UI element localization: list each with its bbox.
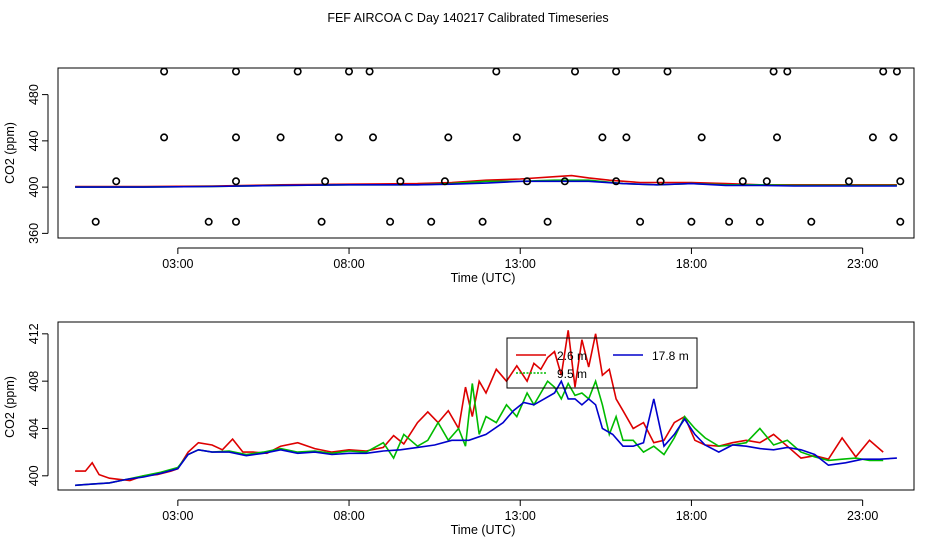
top-x-tick-label: 03:00	[162, 257, 193, 271]
top-scatter-point	[896, 217, 905, 226]
top-y-tick-label: 400	[27, 177, 41, 198]
top-scatter-point	[112, 177, 121, 186]
top-scatter-point	[663, 67, 672, 76]
bottom-plot-frame	[57, 321, 915, 491]
top-scatter-point	[321, 177, 330, 186]
top-data-marks	[75, 67, 905, 226]
top-scatter-point	[523, 177, 532, 186]
top-scatter-point	[478, 217, 487, 226]
top-x-tick-label: 18:00	[676, 257, 707, 271]
top-scatter-point	[334, 133, 343, 142]
top-scatter-point	[868, 133, 877, 142]
top-scatter-point	[427, 217, 436, 226]
top-scatter-point	[612, 177, 621, 186]
top-x-tick-label: 13:00	[505, 257, 536, 271]
top-scatter-point	[386, 217, 395, 226]
top-y-tick-label: 480	[27, 84, 41, 105]
top-series-line-17-8m	[75, 180, 897, 188]
top-scatter-point	[344, 67, 353, 76]
top-scatter-point	[807, 217, 816, 226]
top-scatter-point	[879, 67, 888, 76]
figure-title: FEF AIRCOA C Day 140217 Calibrated Times…	[327, 11, 608, 25]
top-scatter-point	[160, 133, 169, 142]
top-scatter-point	[892, 67, 901, 76]
top-scatter-point	[725, 217, 734, 226]
top-scatter-point	[396, 177, 405, 186]
top-scatter-point	[772, 133, 781, 142]
top-plot-frame	[57, 67, 915, 239]
top-chart: 03:00 08:00 13:00 18:00 23:00 360 400 440 480 Ti…	[3, 67, 915, 285]
top-y-axis-label: CO2 (ppm)	[3, 122, 17, 184]
bottom-axes: 03:00 08:00 13:00 18:00 23:00 400 404 408 412	[27, 323, 878, 523]
top-scatter-point	[636, 217, 645, 226]
bottom-x-tick-label: 08:00	[333, 509, 364, 523]
bottom-data-marks	[75, 330, 897, 487]
top-scatter-point	[896, 177, 905, 186]
top-scatter-point	[769, 67, 778, 76]
top-scatter-point	[232, 177, 241, 186]
top-scatter-point	[512, 133, 521, 142]
top-scatter-point	[232, 217, 241, 226]
bottom-series-line-9-5m	[75, 378, 884, 487]
bottom-x-tick-label: 03:00	[162, 509, 193, 523]
top-scatter-point	[783, 67, 792, 76]
top-scatter-point	[755, 217, 764, 226]
bottom-series-line-17-8m	[75, 379, 897, 487]
top-axes: 03:00 08:00 13:00 18:00 23:00 360 400 440 480	[27, 84, 878, 271]
top-scatter-point	[276, 133, 285, 142]
top-scatter-point	[232, 67, 241, 76]
bottom-chart: 03:00 08:00 13:00 18:00 23:00 400 404 408 412 Ti…	[3, 321, 915, 537]
top-scatter-point	[492, 67, 501, 76]
top-scatter-point	[160, 67, 169, 76]
top-scatter-point	[365, 67, 374, 76]
top-scatter-point	[622, 133, 631, 142]
bottom-x-tick-label: 13:00	[505, 509, 536, 523]
bottom-y-tick-label: 408	[27, 371, 41, 392]
legend-label-17-8m: 17.8 m	[652, 349, 689, 363]
top-scatter-point	[612, 67, 621, 76]
top-scatter-point	[317, 217, 326, 226]
top-scatter-point	[232, 133, 241, 142]
top-y-tick-label: 440	[27, 130, 41, 151]
bottom-y-tick-label: 412	[27, 323, 41, 344]
top-scatter-point	[570, 67, 579, 76]
legend-box	[506, 337, 698, 389]
top-y-tick-label: 360	[27, 223, 41, 244]
top-scatter-point	[762, 177, 771, 186]
top-scatter-point	[889, 133, 898, 142]
legend-label-2-6m: 2.6 m	[557, 349, 587, 363]
legend: 2.6 m 9.5 m 17.8 m	[506, 337, 698, 389]
top-scatter-point	[368, 133, 377, 142]
top-scatter-point	[656, 177, 665, 186]
top-x-tick-label: 08:00	[333, 257, 364, 271]
bottom-series-line-2-6m	[75, 330, 884, 482]
top-x-axis-label: Time (UTC)	[451, 271, 516, 285]
top-scatter-point	[844, 177, 853, 186]
bottom-x-tick-label: 23:00	[847, 509, 878, 523]
bottom-x-tick-label: 18:00	[676, 509, 707, 523]
bottom-x-axis-label: Time (UTC)	[451, 523, 516, 537]
top-scatter-point	[91, 217, 100, 226]
bottom-y-axis-label: CO2 (ppm)	[3, 376, 17, 438]
top-x-tick-label: 23:00	[847, 257, 878, 271]
legend-label-9-5m: 9.5 m	[557, 367, 587, 381]
top-scatter-point	[444, 133, 453, 142]
top-scatter-point	[687, 217, 696, 226]
bottom-y-tick-label: 400	[27, 465, 41, 486]
top-scatter-point	[738, 177, 747, 186]
top-scatter-point	[598, 133, 607, 142]
top-scatter-point	[204, 217, 213, 226]
top-scatter-point	[293, 67, 302, 76]
bottom-y-tick-label: 404	[27, 418, 41, 439]
top-scatter-point	[543, 217, 552, 226]
top-scatter-point	[697, 133, 706, 142]
top-scatter-point	[440, 177, 449, 186]
top-scatter-point	[560, 177, 569, 186]
